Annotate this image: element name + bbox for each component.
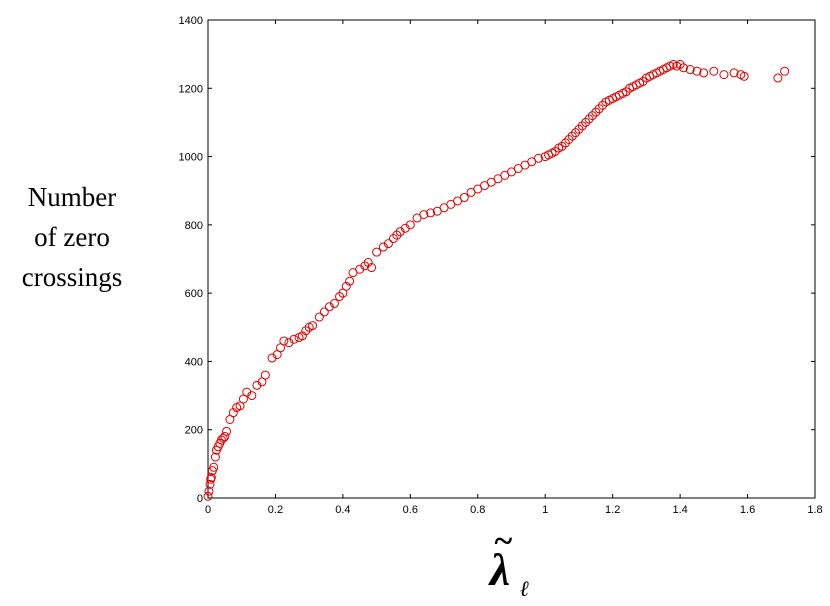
x-axis-label-accent: ~ <box>493 523 512 560</box>
data-point <box>571 128 581 138</box>
data-point <box>598 100 608 110</box>
axis-ticks: 0 0.2 0.4 0.6 0.8 1 1.2 1.4 1.6 1.8 0 200 400 600 800 1… <box>179 15 823 516</box>
y-tick-label: 0 <box>197 493 203 505</box>
data-point <box>587 111 597 121</box>
data-point <box>560 138 570 148</box>
data-point <box>260 370 270 380</box>
data-point <box>319 307 329 317</box>
data-point <box>383 239 393 249</box>
data-point <box>685 65 695 75</box>
data-point <box>709 66 719 76</box>
data-point <box>594 104 604 114</box>
data-point <box>279 336 289 346</box>
data-point <box>729 68 739 78</box>
data-point <box>220 432 230 442</box>
data-point <box>204 486 214 496</box>
data-point <box>550 146 560 156</box>
data-point <box>739 71 749 81</box>
data-point <box>564 135 574 144</box>
y-axis-label-line-2: of zero <box>34 222 110 252</box>
data-point <box>699 68 709 78</box>
data-point <box>228 408 238 418</box>
x-tick-label: 0.2 <box>268 504 283 516</box>
data-point <box>335 292 345 302</box>
x-tick-label: 0 <box>205 504 211 516</box>
data-point <box>591 107 601 117</box>
data-point <box>247 391 257 401</box>
data-points <box>203 59 790 501</box>
plot-area-frame <box>207 19 816 499</box>
data-point <box>533 153 543 163</box>
data-point <box>363 257 373 267</box>
data-point <box>577 121 587 131</box>
data-point <box>621 87 631 97</box>
y-tick-label: 800 <box>185 220 203 232</box>
data-point <box>289 334 299 344</box>
data-point <box>367 263 377 273</box>
data-point <box>388 234 398 244</box>
x-tick-label: 1 <box>542 504 548 516</box>
data-point <box>773 73 783 83</box>
data-point <box>584 114 594 124</box>
data-point <box>206 473 216 483</box>
data-point <box>675 59 685 69</box>
data-point <box>780 66 790 76</box>
data-point <box>360 261 370 271</box>
data-point <box>345 276 355 286</box>
data-point <box>678 63 688 73</box>
data-point <box>459 193 469 203</box>
data-point <box>329 298 339 308</box>
data-point <box>308 321 318 331</box>
x-tick-label: 1.6 <box>740 504 755 516</box>
x-tick-label: 0.6 <box>403 504 418 516</box>
data-point <box>216 435 226 445</box>
data-point <box>405 220 415 230</box>
x-tick-label: 0.8 <box>470 504 485 516</box>
y-tick-label: 600 <box>185 288 203 300</box>
y-tick-label: 200 <box>185 425 203 437</box>
data-point <box>210 452 220 462</box>
y-tick-label: 400 <box>185 356 203 368</box>
x-axis-label-symbol: λ <box>488 544 510 595</box>
data-point <box>557 141 567 151</box>
y-axis-label-line-1: Number <box>28 182 116 212</box>
data-point <box>341 281 351 291</box>
data-point <box>567 131 577 141</box>
data-point <box>205 479 215 489</box>
x-tick-label: 1.2 <box>605 504 620 516</box>
data-point <box>314 312 324 322</box>
data-point <box>297 331 307 341</box>
data-point <box>574 124 584 134</box>
y-tick-label: 1000 <box>179 152 203 164</box>
data-point <box>719 70 729 80</box>
data-point <box>392 230 402 240</box>
y-axis-label-line-3: crossings <box>22 262 123 292</box>
data-point <box>209 462 219 472</box>
x-tick-label: 1.8 <box>807 504 822 516</box>
data-point <box>222 426 232 436</box>
y-tick-label: 1400 <box>179 15 203 27</box>
x-axis-label-subscript: ℓ <box>520 576 529 601</box>
data-point <box>301 326 311 336</box>
data-point <box>692 66 702 76</box>
x-axis-label: λ ~ ℓ <box>488 523 530 601</box>
data-point <box>372 247 382 257</box>
data-point <box>426 208 436 218</box>
data-point <box>581 117 591 127</box>
data-point <box>419 210 429 220</box>
data-point <box>203 491 213 501</box>
data-point <box>638 76 648 86</box>
x-tick-label: 0.4 <box>335 504 350 516</box>
y-tick-label: 1200 <box>179 83 203 95</box>
x-tick-label: 1.4 <box>672 504 687 516</box>
